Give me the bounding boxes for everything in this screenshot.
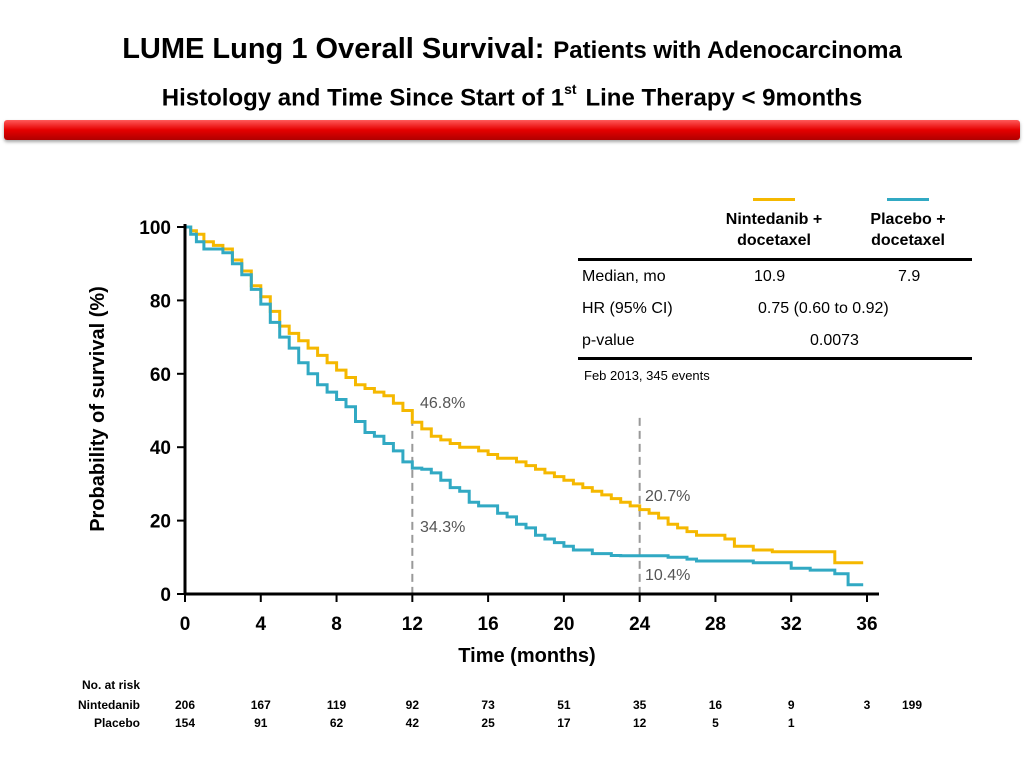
x-tick-label-0: 0: [180, 614, 191, 635]
nintedanib-swatch: [753, 198, 795, 201]
risk-nintedanib-12: 92: [405, 698, 419, 712]
legend-table: Nintedanib + docetaxel Placebo + docetax…: [578, 196, 972, 360]
title-superscript: st: [564, 81, 577, 97]
annotation-24-3: 10.4%: [645, 567, 690, 584]
risk-placebo-24: 12: [632, 716, 647, 730]
series-line-placebo: [185, 225, 864, 587]
annotation-24-2: 20.7%: [645, 488, 690, 505]
risk-nintedanib-16: 73: [481, 698, 495, 712]
legend-bottom-rule: [578, 357, 972, 360]
annotation-12-0: 46.8%: [420, 395, 465, 412]
risk-placebo-20: 17: [557, 716, 571, 730]
title-sub-b: Histology and Time Since Start of 1: [161, 84, 565, 112]
median-nintedanib: 10.9: [754, 268, 786, 285]
legend-placebo-line1: Placebo +: [870, 211, 946, 228]
risk-extra-value: 199: [901, 698, 923, 712]
x-tick-label-4: 4: [255, 614, 266, 635]
risk-placebo-28: 5: [712, 716, 719, 730]
legend-placebo: Placebo + docetaxel: [844, 196, 972, 251]
legend-header: Nintedanib + docetaxel Placebo + docetax…: [578, 196, 972, 258]
legend-placebo-line2: docetaxel: [871, 232, 945, 249]
legend-nintedanib-line1: Nintedanib +: [725, 211, 823, 228]
risk-nintedanib-20: 51: [557, 698, 571, 712]
y-tick-label-20: 20: [150, 512, 171, 533]
number-at-risk-table: No. at risk Nintedanib Placebo 206 154 167…: [0, 678, 1024, 758]
x-tick-label-32: 32: [781, 614, 802, 635]
legend-nintedanib-line2: docetaxel: [737, 232, 811, 249]
series-line-nintedanib: [185, 225, 864, 565]
y-tick-label-60: 60: [150, 365, 171, 386]
chart-title: LUME Lung 1 Overall Survival: Patients w…: [0, 28, 1024, 118]
hr-value: 0.75 (0.60 to 0.92): [758, 300, 889, 317]
x-axis-label: Time (months): [458, 645, 595, 667]
x-tick-label-12: 12: [402, 614, 423, 635]
x-tick-label-16: 16: [478, 614, 499, 635]
risk-placebo-0: 154: [174, 716, 196, 730]
x-tick-label-8: 8: [331, 614, 342, 635]
title-sub-c: Line Therapy < 9months: [585, 84, 863, 112]
accent-bar: [4, 120, 1020, 140]
risk-placebo-32: 1: [787, 716, 795, 730]
placebo-swatch: [887, 198, 929, 201]
title-main: LUME Lung 1 Overall Survival:: [122, 33, 545, 65]
risk-nintedanib-32: 9: [787, 698, 795, 712]
risk-nintedanib-0: 206: [174, 698, 196, 712]
pvalue-value: 0.0073: [810, 332, 859, 349]
data-cutoff-note: Feb 2013, 345 events: [584, 368, 710, 383]
median-label: Median, mo: [582, 268, 666, 285]
y-tick-label-40: 40: [150, 438, 171, 459]
risk-nintedanib-4: 167: [250, 698, 271, 712]
pvalue-label: p-value: [582, 332, 635, 349]
title-sub-a: Patients with Adenocarcinoma: [553, 37, 902, 64]
risk-nintedanib-8: 119: [326, 698, 347, 712]
y-tick-label-80: 80: [150, 291, 171, 312]
x-tick-label-28: 28: [705, 614, 726, 635]
risk-placebo-8: 62: [329, 716, 344, 730]
legend-top-rule: [578, 258, 972, 261]
median-placebo: 7.9: [898, 268, 921, 285]
legend-row-hr: HR (95% CI) 0.75 (0.60 to 0.92): [578, 293, 972, 325]
risk-nintedanib-28: 16: [708, 698, 723, 712]
legend-row-median: Median, mo 10.9 7.9: [578, 261, 972, 293]
risk-nintedanib-36: 3: [863, 698, 871, 712]
y-axis-label: Probability of survival (%): [87, 286, 109, 532]
y-tick-label-100: 100: [139, 218, 171, 239]
x-tick-label-36: 36: [856, 614, 877, 635]
risk-row-nintedanib-label: Nintedanib: [78, 698, 140, 712]
legend-nintedanib: Nintedanib + docetaxel: [708, 196, 840, 251]
hr-label: HR (95% CI): [582, 300, 673, 317]
risk-nintedanib-24: 35: [632, 698, 647, 712]
risk-placebo-4: 91: [254, 716, 268, 730]
legend-row-pvalue: p-value 0.0073: [578, 325, 972, 357]
x-tick-label-20: 20: [553, 614, 574, 635]
risk-placebo-16: 25: [481, 716, 495, 730]
risk-row-placebo-label: Placebo: [93, 716, 140, 730]
risk-placebo-12: 42: [405, 716, 419, 730]
risk-header: No. at risk: [81, 678, 140, 692]
annotation-12-1: 34.3%: [420, 519, 465, 536]
y-tick-label-0: 0: [160, 585, 171, 606]
x-tick-label-24: 24: [629, 614, 651, 635]
